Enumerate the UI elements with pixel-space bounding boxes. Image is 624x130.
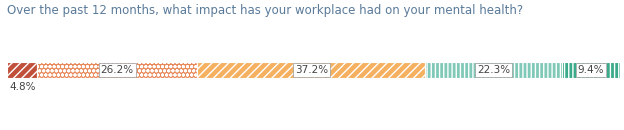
Bar	[37, 62, 197, 78]
Bar	[197, 62, 426, 78]
Text: 26.2%: 26.2%	[100, 65, 134, 75]
Bar	[7, 62, 37, 78]
Text: 37.2%: 37.2%	[295, 65, 328, 75]
Text: 9.4%: 9.4%	[578, 65, 604, 75]
Text: Over the past 12 months, what impact has your workplace had on your mental healt: Over the past 12 months, what impact has…	[7, 4, 524, 17]
Bar	[562, 62, 620, 78]
Text: 4.8%: 4.8%	[9, 82, 36, 92]
Bar	[426, 62, 562, 78]
Text: 22.3%: 22.3%	[477, 65, 510, 75]
